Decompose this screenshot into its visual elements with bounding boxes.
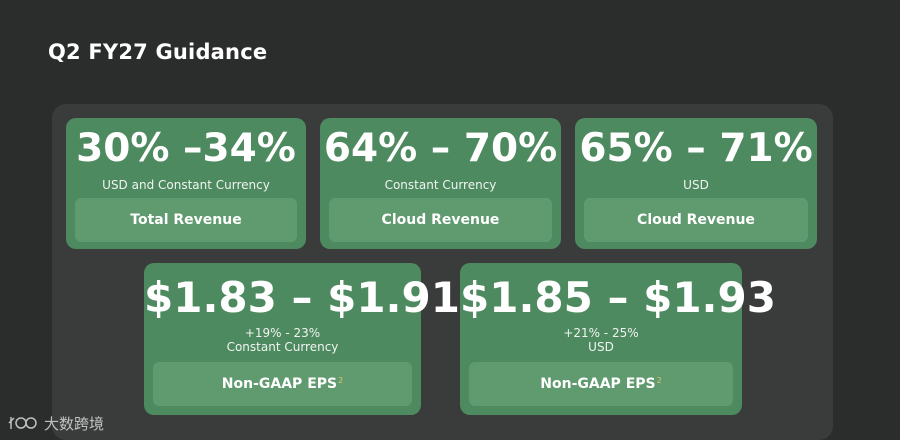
metric-label-box: Cloud Revenue xyxy=(584,198,808,242)
metric-label: Non-GAAP EPS xyxy=(540,376,656,392)
guidance-growth-note: +21% - 25% USD xyxy=(460,326,742,354)
guidance-card-eps-usd: $1.85 – $1.93 +21% - 25% USD Non-GAAP EP… xyxy=(460,263,776,415)
guidance-card-total-revenue: 30% –34% USD and Constant Currency Total… xyxy=(66,118,306,249)
metric-label: Cloud Revenue xyxy=(637,212,755,228)
metric-label-box: Cloud Revenue xyxy=(329,198,552,242)
watermark-text: 大数跨境 xyxy=(44,414,105,433)
metric-label: Total Revenue xyxy=(130,212,242,228)
guidance-growth-note: +19% - 23% Constant Currency xyxy=(144,326,421,354)
footnote-marker: 2 xyxy=(656,375,662,385)
guidance-range: $1.83 – $1.91 xyxy=(144,273,460,322)
metric-label-box: Non-GAAP EPS 2 xyxy=(153,362,412,406)
guidance-range: 65% – 71% xyxy=(579,126,813,171)
metric-label-box: Total Revenue xyxy=(75,198,297,242)
guidance-range: 64% – 70% xyxy=(323,126,558,171)
guidance-panel: 30% –34% USD and Constant Currency Total… xyxy=(52,104,833,440)
eps-growth: +21% - 25% xyxy=(563,326,639,340)
guidance-range: $1.85 – $1.93 xyxy=(460,273,776,322)
eps-growth: +19% - 23% xyxy=(244,326,321,340)
eps-currency-note: Constant Currency xyxy=(226,340,339,354)
watermark: 大数跨境 xyxy=(8,412,104,434)
guidance-card-eps-cc: $1.83 – $1.91 +19% - 23% Constant Curren… xyxy=(144,263,460,415)
guidance-range: 30% –34% xyxy=(76,126,296,171)
guidance-card-cloud-revenue-cc: 64% – 70% Constant Currency Cloud Revenu… xyxy=(320,118,561,249)
metric-label: Cloud Revenue xyxy=(381,212,500,228)
metric-label-box: Non-GAAP EPS 2 xyxy=(469,362,733,406)
eps-currency-note: USD xyxy=(588,340,614,354)
metric-label: Non-GAAP EPS xyxy=(221,376,338,392)
watermark-logo-icon xyxy=(8,417,37,429)
slide-title: Q2 FY27 Guidance xyxy=(48,40,268,64)
guidance-card-cloud-revenue-usd: 65% – 71% USD Cloud Revenue xyxy=(575,118,817,249)
guidance-currency-note: USD and Constant Currency xyxy=(102,178,270,192)
footnote-marker: 2 xyxy=(338,375,344,385)
guidance-currency-note: Constant Currency xyxy=(384,178,497,192)
guidance-currency-note: USD xyxy=(683,178,709,192)
